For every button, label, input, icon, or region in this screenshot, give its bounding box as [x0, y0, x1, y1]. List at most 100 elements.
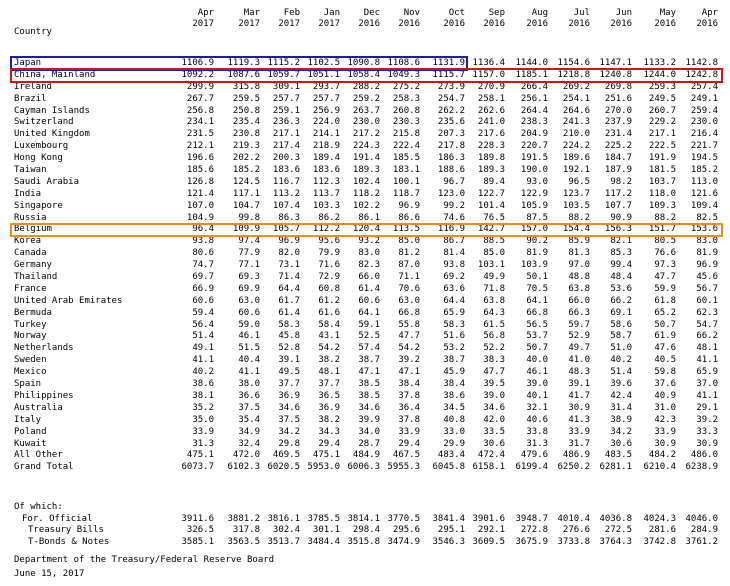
table-cell: 3675.9 — [515, 536, 548, 547]
table-cell: 40.5 — [654, 355, 676, 366]
table-cell: 270.9 — [477, 81, 505, 92]
table-cell: 109.3 — [648, 200, 676, 211]
table-cell: 183.6 — [272, 165, 300, 176]
table-cell: 215.8 — [392, 129, 420, 140]
table-cell: 96.9 — [398, 200, 420, 211]
table-cell: 61.9 — [654, 331, 676, 342]
table-cell: 31.3 — [192, 438, 214, 449]
table-cell: 6158.1 — [472, 462, 505, 473]
table-cell: 39.5 — [483, 379, 505, 390]
table-cell: 151.7 — [648, 224, 676, 235]
country-name: India — [14, 188, 42, 199]
table-cell: 191.5 — [520, 153, 548, 164]
country-name: Spain — [14, 379, 42, 390]
table-cell: 86.7 — [443, 236, 465, 247]
table-cell: 1240.8 — [599, 69, 632, 80]
table-cell: 87.5 — [526, 212, 548, 223]
column-year: 2016 — [610, 19, 632, 29]
table-cell: 259.2 — [352, 93, 380, 104]
table-cell: 189.3 — [352, 165, 380, 176]
table-cell: 5955.3 — [387, 462, 420, 473]
table-cell: 85.0 — [398, 236, 420, 247]
table-cell: 40.6 — [526, 414, 548, 425]
table-cell: 30.6 — [610, 438, 632, 449]
table-cell: 85.0 — [483, 248, 505, 259]
table-cell: 5953.0 — [307, 462, 340, 473]
table-cell: 189.3 — [477, 165, 505, 176]
table-row: Thailand 69.7 69.3 71.4 72.9 66.0 71.1 69.2 49.9… — [0, 272, 730, 284]
table-cell: 38.9 — [610, 414, 632, 425]
table-cell: 109.9 — [232, 224, 260, 235]
table-cell: 50.7 — [654, 319, 676, 330]
table-cell: 51.0 — [610, 343, 632, 354]
table-row: Grand Total 6073.7 6102.3 6020.5 5953.0 6006.… — [0, 462, 730, 474]
column-year: 2016 — [526, 19, 548, 29]
table-row: Hong Kong 196.6 202.2 200.3 189.4 191.4 185.5 1… — [0, 153, 730, 165]
table-cell: 34.0 — [358, 426, 380, 437]
table-cell: 207.3 — [437, 129, 465, 140]
table-cell: 96.7 — [443, 176, 465, 187]
table-cell: 284.9 — [690, 525, 718, 535]
table-cell: 96.9 — [278, 236, 300, 247]
table-cell: 96.5 — [568, 176, 590, 187]
table-cell: 88.5 — [483, 236, 505, 247]
column-year: 2016 — [568, 19, 590, 29]
table-cell: 36.9 — [278, 390, 300, 401]
table-cell: 29.9 — [443, 438, 465, 449]
table-cell: 66.8 — [526, 307, 548, 318]
table-cell: 86.3 — [278, 212, 300, 223]
country-name: Mexico — [14, 367, 47, 378]
table-cell: 230.0 — [352, 117, 380, 128]
table-cell: 231.5 — [186, 129, 214, 140]
table-cell: 235.6 — [437, 117, 465, 128]
table-cell: 87.0 — [398, 260, 420, 271]
table-cell: 40.2 — [610, 355, 632, 366]
table-cell: 90.9 — [610, 212, 632, 223]
table-cell: 36.5 — [318, 390, 340, 401]
table-cell: 71.4 — [278, 272, 300, 283]
table-cell: 59.7 — [568, 319, 590, 330]
table-cell: 37.5 — [278, 414, 300, 425]
table-cell: 81.9 — [696, 248, 718, 259]
table-cell: 37.7 — [278, 379, 300, 390]
table-cell: 257.7 — [312, 93, 340, 104]
table-cell: 29.8 — [278, 438, 300, 449]
table-cell: 34.2 — [610, 426, 632, 437]
table-cell: 103.9 — [520, 260, 548, 271]
table-cell: 31.3 — [526, 438, 548, 449]
table-cell: 97.4 — [238, 236, 260, 247]
table-cell: 66.8 — [398, 307, 420, 318]
table-cell: 256.9 — [312, 105, 340, 116]
table-cell: 1090.8 — [347, 58, 380, 68]
table-cell: 77.1 — [238, 260, 260, 271]
table-cell: 103.5 — [562, 200, 590, 211]
table-cell: 81.2 — [398, 248, 420, 259]
table-cell: 185.6 — [186, 165, 214, 176]
column-month: Apr — [701, 8, 718, 18]
table-cell: 123.0 — [437, 188, 465, 199]
table-cell: 71.6 — [318, 260, 340, 271]
table-cell: 486.9 — [562, 450, 590, 461]
table-cell: 82.5 — [696, 212, 718, 223]
country-name: United Kingdom — [14, 129, 90, 140]
table-cell: 200.3 — [272, 153, 300, 164]
country-name: Russia — [14, 212, 47, 223]
table-cell: 112.3 — [312, 176, 340, 187]
subtotal-label: T-Bonds & Notes — [28, 536, 110, 547]
table-cell: 64.3 — [483, 307, 505, 318]
column-month: Jul — [573, 8, 590, 18]
table-cell: 66.2 — [696, 331, 718, 342]
table-cell: 217.6 — [477, 129, 505, 140]
table-cell: 1185.1 — [515, 69, 548, 80]
table-cell: 40.4 — [238, 355, 260, 366]
table-cell: 34.3 — [318, 426, 340, 437]
country-name: Canada — [14, 248, 47, 259]
japan-highlight-box — [10, 56, 468, 71]
table-cell: 66.2 — [610, 295, 632, 306]
column-month: Oct — [448, 8, 465, 18]
table-cell: 54.2 — [318, 343, 340, 354]
table-cell: 273.9 — [437, 81, 465, 92]
table-cell: 69.2 — [443, 272, 465, 283]
table-cell: 299.9 — [186, 81, 214, 92]
subtotal-label: Treasury Bills — [28, 525, 104, 535]
